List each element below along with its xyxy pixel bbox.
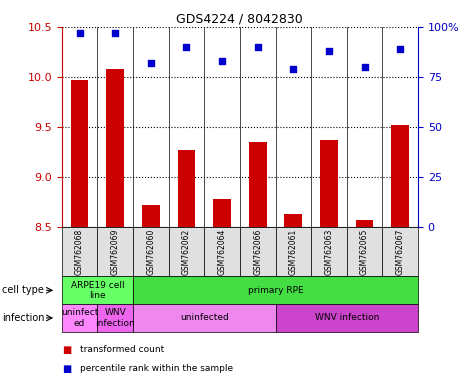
Text: GSM762062: GSM762062 xyxy=(182,228,191,275)
Bar xyxy=(356,220,373,384)
Bar xyxy=(106,69,124,384)
Text: transformed count: transformed count xyxy=(80,345,164,354)
Text: ARPE19 cell
line: ARPE19 cell line xyxy=(71,281,124,300)
Text: uninfected: uninfected xyxy=(180,313,228,323)
Point xyxy=(218,58,226,64)
Text: GSM762061: GSM762061 xyxy=(289,228,298,275)
Text: primary RPE: primary RPE xyxy=(247,286,304,295)
Text: WNV
infection: WNV infection xyxy=(95,308,135,328)
Text: uninfect
ed: uninfect ed xyxy=(61,308,98,328)
Point xyxy=(361,64,369,70)
Point xyxy=(147,60,155,66)
Text: GSM762063: GSM762063 xyxy=(324,228,333,275)
Point xyxy=(254,44,261,50)
Text: GSM762066: GSM762066 xyxy=(253,228,262,275)
Bar xyxy=(213,199,231,384)
Bar xyxy=(71,80,88,384)
Bar xyxy=(249,142,266,384)
Bar xyxy=(142,205,160,384)
Bar xyxy=(178,150,195,384)
Point xyxy=(325,48,332,54)
Bar xyxy=(391,125,409,384)
Text: GSM762069: GSM762069 xyxy=(111,228,120,275)
Point xyxy=(182,44,190,50)
Text: GSM762068: GSM762068 xyxy=(75,228,84,275)
Point xyxy=(396,46,404,52)
Text: percentile rank within the sample: percentile rank within the sample xyxy=(80,364,233,373)
Title: GDS4224 / 8042830: GDS4224 / 8042830 xyxy=(177,13,303,26)
Text: GSM762060: GSM762060 xyxy=(146,228,155,275)
Text: infection: infection xyxy=(2,313,45,323)
Bar xyxy=(285,214,302,384)
Text: WNV infection: WNV infection xyxy=(314,313,379,323)
Text: GSM762065: GSM762065 xyxy=(360,228,369,275)
Bar xyxy=(320,140,338,384)
Text: ■: ■ xyxy=(62,345,71,355)
Text: GSM762067: GSM762067 xyxy=(396,228,405,275)
Point xyxy=(76,30,84,36)
Text: GSM762064: GSM762064 xyxy=(218,228,227,275)
Point xyxy=(111,30,119,36)
Point xyxy=(289,66,297,72)
Text: cell type: cell type xyxy=(2,285,44,295)
Text: ■: ■ xyxy=(62,364,71,374)
